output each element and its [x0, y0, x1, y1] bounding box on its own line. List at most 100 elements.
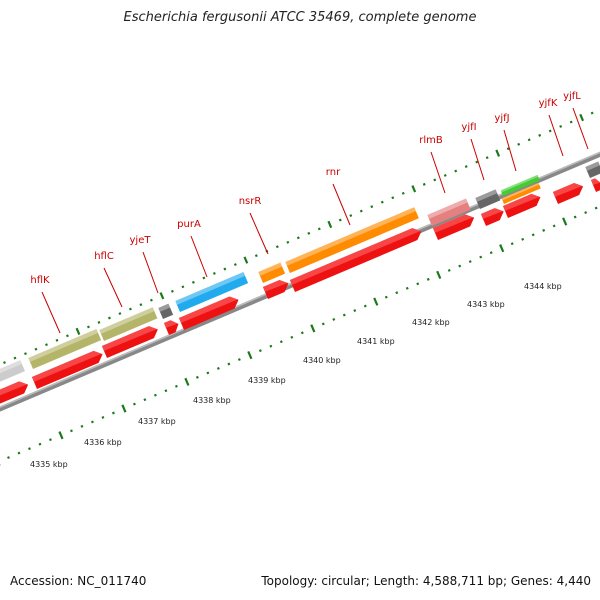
gene-label-yjfJ: yjfJ — [494, 113, 509, 124]
callout-line-rnr — [332, 183, 351, 226]
callout-line-yjfI — [470, 138, 485, 181]
gene-bar-yjfJ — [501, 182, 541, 204]
scale-label: 4339 kbp — [248, 376, 286, 385]
upper-tick — [370, 205, 374, 209]
upper-tick — [296, 236, 300, 240]
lower-tick — [269, 344, 273, 348]
lower-tick — [332, 318, 336, 321]
scale-label: 4341 kbp — [357, 337, 395, 346]
upper-tick — [548, 129, 552, 133]
upper-tick — [495, 149, 501, 157]
gene-label-hflK: hflK — [30, 275, 50, 286]
lower-tick — [237, 358, 241, 361]
upper-tick — [139, 303, 143, 307]
callout-line-yjfL — [572, 107, 589, 150]
upper-tick — [422, 182, 426, 186]
lower-tick — [17, 451, 21, 455]
upper-tick — [569, 120, 573, 124]
cds-arrow — [163, 320, 179, 335]
gene-bar-yjfL — [585, 161, 600, 178]
upper-tick — [359, 209, 363, 213]
upper-tick — [118, 312, 122, 315]
lower-tick — [416, 282, 420, 286]
map-title: Escherichia fergusonii ATCC 35469, compl… — [123, 10, 477, 25]
upper-tick — [590, 111, 594, 115]
upper-tick — [170, 289, 174, 293]
gene-bar-yjfI — [475, 189, 501, 209]
lower-tick — [216, 367, 220, 370]
lower-tick — [573, 215, 577, 219]
gene-callouts: hflK hflC yjeT purA nsrR rnr rlmB yjfI yjfJ yjfK y… — [30, 91, 589, 334]
lower-tick — [363, 304, 367, 308]
upper-tick — [107, 316, 111, 320]
lower-tick — [184, 377, 190, 386]
lower-tick — [395, 291, 399, 295]
callout-line-hflK — [41, 291, 61, 334]
upper-tick — [275, 245, 279, 249]
callout-line-nsrR — [249, 212, 269, 255]
upper-tick — [286, 240, 290, 244]
lower-tick — [258, 349, 262, 353]
upper-tick — [87, 325, 90, 329]
gene-bar-hflK — [28, 329, 102, 369]
lower-tick — [384, 295, 388, 299]
gene-bar-rlmB — [427, 198, 471, 226]
upper-tick — [75, 327, 81, 336]
upper-tick — [254, 254, 258, 258]
cds-arrow — [502, 193, 541, 218]
cds-arrow — [101, 326, 158, 358]
gene-track — [0, 161, 600, 386]
upper-tick — [307, 231, 311, 235]
scale-label: 4337 kbp — [138, 417, 176, 426]
upper-tick — [454, 169, 458, 173]
upper-tick — [159, 292, 165, 300]
lower-tick — [132, 402, 136, 406]
scale-label: 4336 kbp — [84, 438, 122, 447]
callout-line-yjfJ — [503, 129, 517, 172]
upper-tick — [55, 338, 59, 342]
lower-tick — [373, 297, 379, 306]
upper-tick — [212, 272, 216, 275]
gene-label-nsrR: nsrR — [239, 196, 262, 207]
upper-tick — [485, 156, 489, 160]
lower-tick — [447, 269, 451, 272]
upper-tick — [464, 165, 468, 168]
upper-tick — [243, 256, 249, 264]
gene-label-purA: purA — [177, 219, 201, 230]
upper-tick — [233, 263, 237, 266]
upper-tick — [327, 220, 333, 229]
upper-tick — [433, 178, 437, 182]
upper-tick — [3, 361, 6, 364]
upper-tick — [401, 191, 405, 195]
gene-label-yjfL: yjfL — [563, 91, 581, 102]
cds-arrow — [31, 350, 103, 389]
lower-tick — [584, 211, 588, 214]
upper-tick — [338, 218, 342, 222]
lower-tick — [321, 322, 325, 326]
upper-tick — [34, 347, 38, 351]
gene-label-hflC: hflC — [94, 251, 114, 262]
lower-tick — [300, 331, 304, 335]
callout-line-purA — [190, 235, 208, 278]
upper-tick — [66, 334, 69, 338]
lower-tick — [195, 375, 199, 379]
cds-arrow — [178, 296, 239, 330]
cds-arrow — [289, 228, 422, 292]
gene-label-rnr: rnr — [326, 167, 341, 178]
callout-line-hflC — [103, 267, 123, 308]
callout-line-yjfK — [548, 114, 564, 157]
lower-tick — [279, 340, 283, 344]
lower-tick — [58, 431, 64, 440]
lower-tick — [153, 393, 157, 397]
upper-tick — [202, 276, 206, 280]
scale-label: 4344 kbp — [524, 282, 562, 291]
scale-label: 4343 kbp — [467, 300, 505, 309]
lower-tick — [531, 233, 535, 237]
upper-tick — [559, 125, 563, 128]
upper-tick — [517, 142, 521, 146]
upper-tick — [380, 200, 384, 204]
lower-tick — [489, 251, 493, 255]
lower-tick — [468, 260, 472, 263]
cds-arrow — [552, 183, 584, 204]
